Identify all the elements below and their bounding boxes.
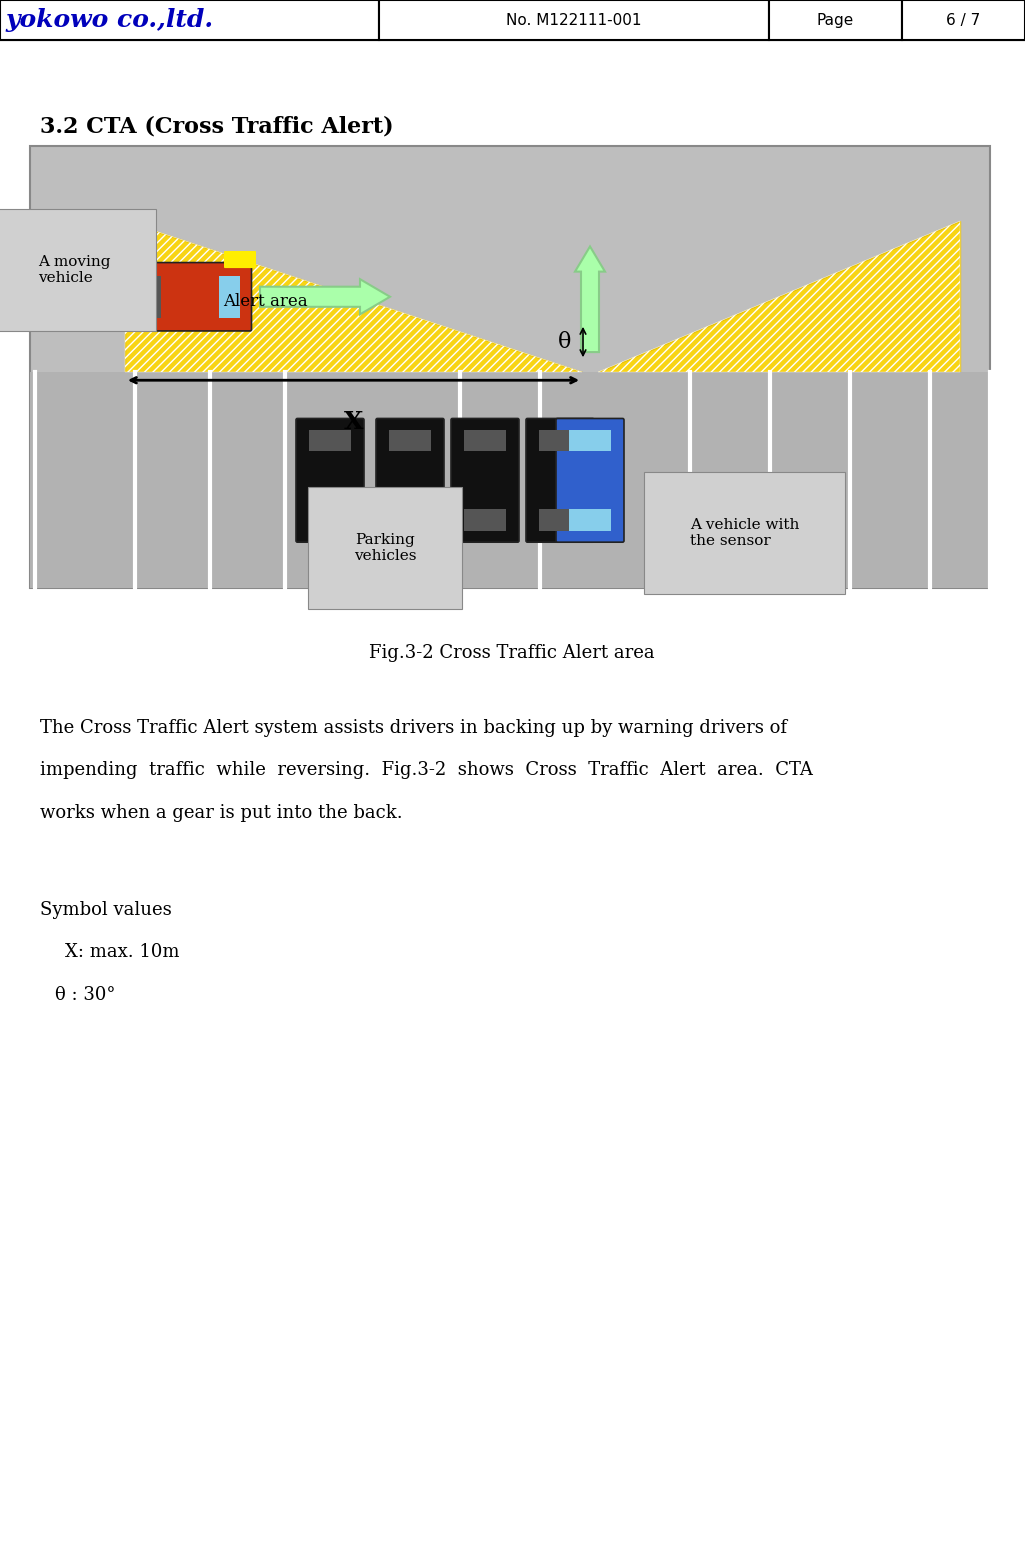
Bar	[388, 510, 432, 531]
Bar	[379, 0, 769, 40]
Text: Fig.3-2 Cross Traffic Alert area: Fig.3-2 Cross Traffic Alert area	[369, 644, 655, 661]
FancyBboxPatch shape	[296, 418, 364, 542]
Text: Alert area: Alert area	[222, 293, 308, 310]
Bar	[569, 510, 611, 531]
FancyBboxPatch shape	[556, 418, 624, 542]
FancyBboxPatch shape	[376, 418, 444, 542]
Bar	[218, 276, 241, 318]
Bar	[139, 276, 161, 318]
Text: Symbol values: Symbol values	[40, 902, 172, 919]
Bar	[309, 429, 352, 451]
Bar	[569, 429, 611, 451]
Text: 3.2 CTA (Cross Traffic Alert): 3.2 CTA (Cross Traffic Alert)	[40, 116, 394, 138]
Text: θ : 30°: θ : 30°	[55, 985, 116, 1004]
FancyArrow shape	[575, 246, 605, 352]
Text: A vehicle with
the sensor: A vehicle with the sensor	[690, 517, 800, 548]
Bar	[0, 0, 379, 40]
FancyBboxPatch shape	[128, 263, 251, 331]
FancyBboxPatch shape	[526, 418, 594, 542]
Bar	[539, 429, 581, 451]
Text: X: max. 10m: X: max. 10m	[65, 943, 179, 962]
Text: yokowo co.,ltd.: yokowo co.,ltd.	[5, 8, 213, 33]
Text: θ: θ	[559, 331, 572, 353]
Bar	[30, 146, 990, 589]
Bar	[388, 429, 432, 451]
Bar	[309, 510, 352, 531]
FancyArrow shape	[260, 279, 390, 314]
Bar	[464, 429, 506, 451]
Bar	[464, 510, 506, 531]
Text: Page: Page	[817, 12, 854, 28]
Polygon shape	[125, 222, 582, 372]
Bar	[769, 0, 902, 40]
Text: Parking
vehicles: Parking vehicles	[354, 533, 416, 564]
Bar	[902, 0, 1025, 40]
Text: X: X	[343, 410, 363, 434]
FancyBboxPatch shape	[224, 251, 256, 268]
Polygon shape	[598, 222, 960, 372]
Text: No. M122111-001: No. M122111-001	[506, 12, 642, 28]
Bar	[30, 372, 990, 589]
Text: works when a gear is put into the back.: works when a gear is put into the back.	[40, 804, 403, 821]
FancyBboxPatch shape	[451, 418, 519, 542]
Text: impending  traffic  while  reversing.  Fig.3-2  shows  Cross  Traffic  Alert  ar: impending traffic while reversing. Fig.3…	[40, 762, 813, 779]
Text: A moving
vehicle: A moving vehicle	[38, 254, 111, 285]
Bar	[539, 510, 581, 531]
Text: 6 / 7: 6 / 7	[946, 12, 981, 28]
Text: The Cross Traffic Alert system assists drivers in backing up by warning drivers : The Cross Traffic Alert system assists d…	[40, 719, 787, 737]
